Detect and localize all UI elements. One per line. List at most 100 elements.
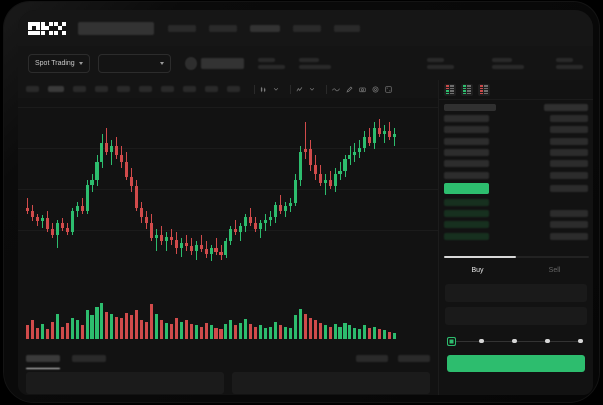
order-book-bid-row[interactable]: [444, 221, 588, 229]
volume-bar: [278, 325, 283, 339]
volume-bar: [135, 310, 139, 339]
timeframe-chip-8[interactable]: [183, 86, 196, 92]
ob-mode-bids-button[interactable]: [461, 83, 473, 96]
volume-bar: [293, 315, 297, 339]
timeframe-chip-7[interactable]: [161, 86, 174, 92]
slider-step-75[interactable]: [545, 338, 550, 343]
chart-toolbar: [18, 80, 438, 98]
timeframe-chip-4[interactable]: [95, 86, 108, 92]
order-book-bid-row[interactable]: [444, 198, 588, 206]
camera-icon[interactable]: [359, 86, 366, 93]
order-book-bid-row[interactable]: [444, 210, 588, 218]
candle-body: [135, 186, 139, 208]
column-header-amount: [544, 103, 588, 111]
chevron-down-icon[interactable]: [273, 86, 279, 92]
ask-price: [444, 171, 489, 179]
volume-bar: [30, 320, 35, 339]
trading-mode-dropdown[interactable]: Spot Trading: [28, 53, 90, 73]
candle-body: [269, 216, 273, 220]
candlestick-icon[interactable]: [260, 86, 267, 93]
volume-bar: [283, 326, 287, 339]
candle-body: [358, 147, 362, 153]
trade-form: Buy Sell: [439, 261, 593, 372]
tab-buy[interactable]: Buy: [471, 266, 484, 274]
top-nav-bar: [18, 10, 593, 46]
chevron-down-icon[interactable]: [309, 86, 315, 92]
order-book-ask-row[interactable]: [444, 149, 588, 157]
timeframe-chip-6[interactable]: [139, 86, 152, 92]
slider-step-100[interactable]: [578, 338, 583, 343]
ob-mode-asks-button[interactable]: [478, 83, 490, 96]
candle-body: [164, 236, 168, 242]
nav-item-4[interactable]: [293, 24, 321, 32]
candle-wick: [235, 219, 237, 236]
candle-wick: [324, 173, 326, 196]
timeframe-chip-1[interactable]: [26, 86, 39, 92]
volume-bar: [169, 324, 173, 339]
device-frame: Spot Trading: [4, 2, 599, 402]
candle-wick: [215, 238, 217, 256]
nav-item-2[interactable]: [209, 24, 237, 32]
order-book-ask-row[interactable]: [444, 171, 588, 179]
pair-selector-dropdown[interactable]: [98, 53, 172, 73]
orders-card-1[interactable]: [26, 372, 224, 394]
volume-bar: [110, 314, 114, 339]
amount-field[interactable]: [445, 307, 587, 325]
order-book-ask-row[interactable]: [444, 137, 588, 145]
order-book-scrollbar[interactable]: [444, 256, 589, 258]
price-field[interactable]: [445, 284, 587, 302]
slider-step-25[interactable]: [479, 338, 484, 343]
slider-step-50[interactable]: [512, 338, 517, 343]
timeframe-chip-2[interactable]: [48, 86, 64, 92]
tab-sell[interactable]: Sell: [548, 266, 561, 274]
price-chart[interactable]: [18, 98, 438, 353]
buy-submit-button[interactable]: [447, 355, 585, 372]
settings-icon[interactable]: [372, 86, 379, 93]
candle-wick: [27, 198, 28, 214]
candle-wick: [161, 226, 162, 245]
timeframe-chip-9[interactable]: [205, 86, 218, 92]
candle-body: [184, 242, 188, 247]
timeframe-chip-3[interactable]: [73, 86, 86, 92]
candle-body: [393, 133, 397, 137]
order-book-ask-row[interactable]: [444, 114, 588, 122]
candle-body: [174, 239, 178, 248]
okx-logo-icon[interactable]: [28, 21, 66, 35]
candle-body: [298, 152, 302, 180]
percent-slider[interactable]: [447, 336, 585, 346]
stat-value: [427, 64, 455, 69]
candle-wick: [106, 127, 108, 156]
scrollbar-thumb[interactable]: [444, 256, 516, 258]
nav-item-1[interactable]: [168, 24, 196, 32]
order-book-ask-row[interactable]: [444, 160, 588, 168]
pencil-icon[interactable]: [346, 86, 353, 93]
candle-body: [328, 180, 332, 187]
volume-bar: [85, 310, 89, 339]
volume-bar: [214, 327, 218, 339]
nav-item-3[interactable]: [250, 24, 280, 32]
order-book-ask-row[interactable]: [444, 126, 588, 134]
orders-card-2[interactable]: [232, 372, 430, 394]
ask-amount: [550, 171, 588, 179]
candle-body: [259, 223, 263, 230]
volume-bar: [308, 317, 312, 339]
candle-wick: [394, 127, 395, 147]
candle-body: [35, 216, 39, 222]
orders-action-1[interactable]: [356, 355, 388, 362]
timeframe-chip-10[interactable]: [227, 86, 240, 92]
order-book-bid-row[interactable]: [444, 232, 588, 240]
volume-bar: [333, 324, 337, 339]
timeframe-chip-5[interactable]: [117, 86, 130, 92]
orders-action-2[interactable]: [398, 355, 430, 362]
tab-open-orders[interactable]: [26, 355, 60, 369]
slider-handle[interactable]: [447, 336, 456, 346]
candle-body: [169, 236, 173, 240]
line-chart-icon[interactable]: [332, 86, 340, 93]
search-input[interactable]: [78, 21, 154, 35]
indicator-icon[interactable]: [296, 86, 303, 93]
volume-bar: [130, 315, 134, 339]
ob-mode-both-button[interactable]: [444, 83, 456, 96]
fullscreen-icon[interactable]: [385, 85, 392, 93]
nav-item-5[interactable]: [334, 24, 360, 32]
tab-order-history[interactable]: [72, 355, 106, 362]
